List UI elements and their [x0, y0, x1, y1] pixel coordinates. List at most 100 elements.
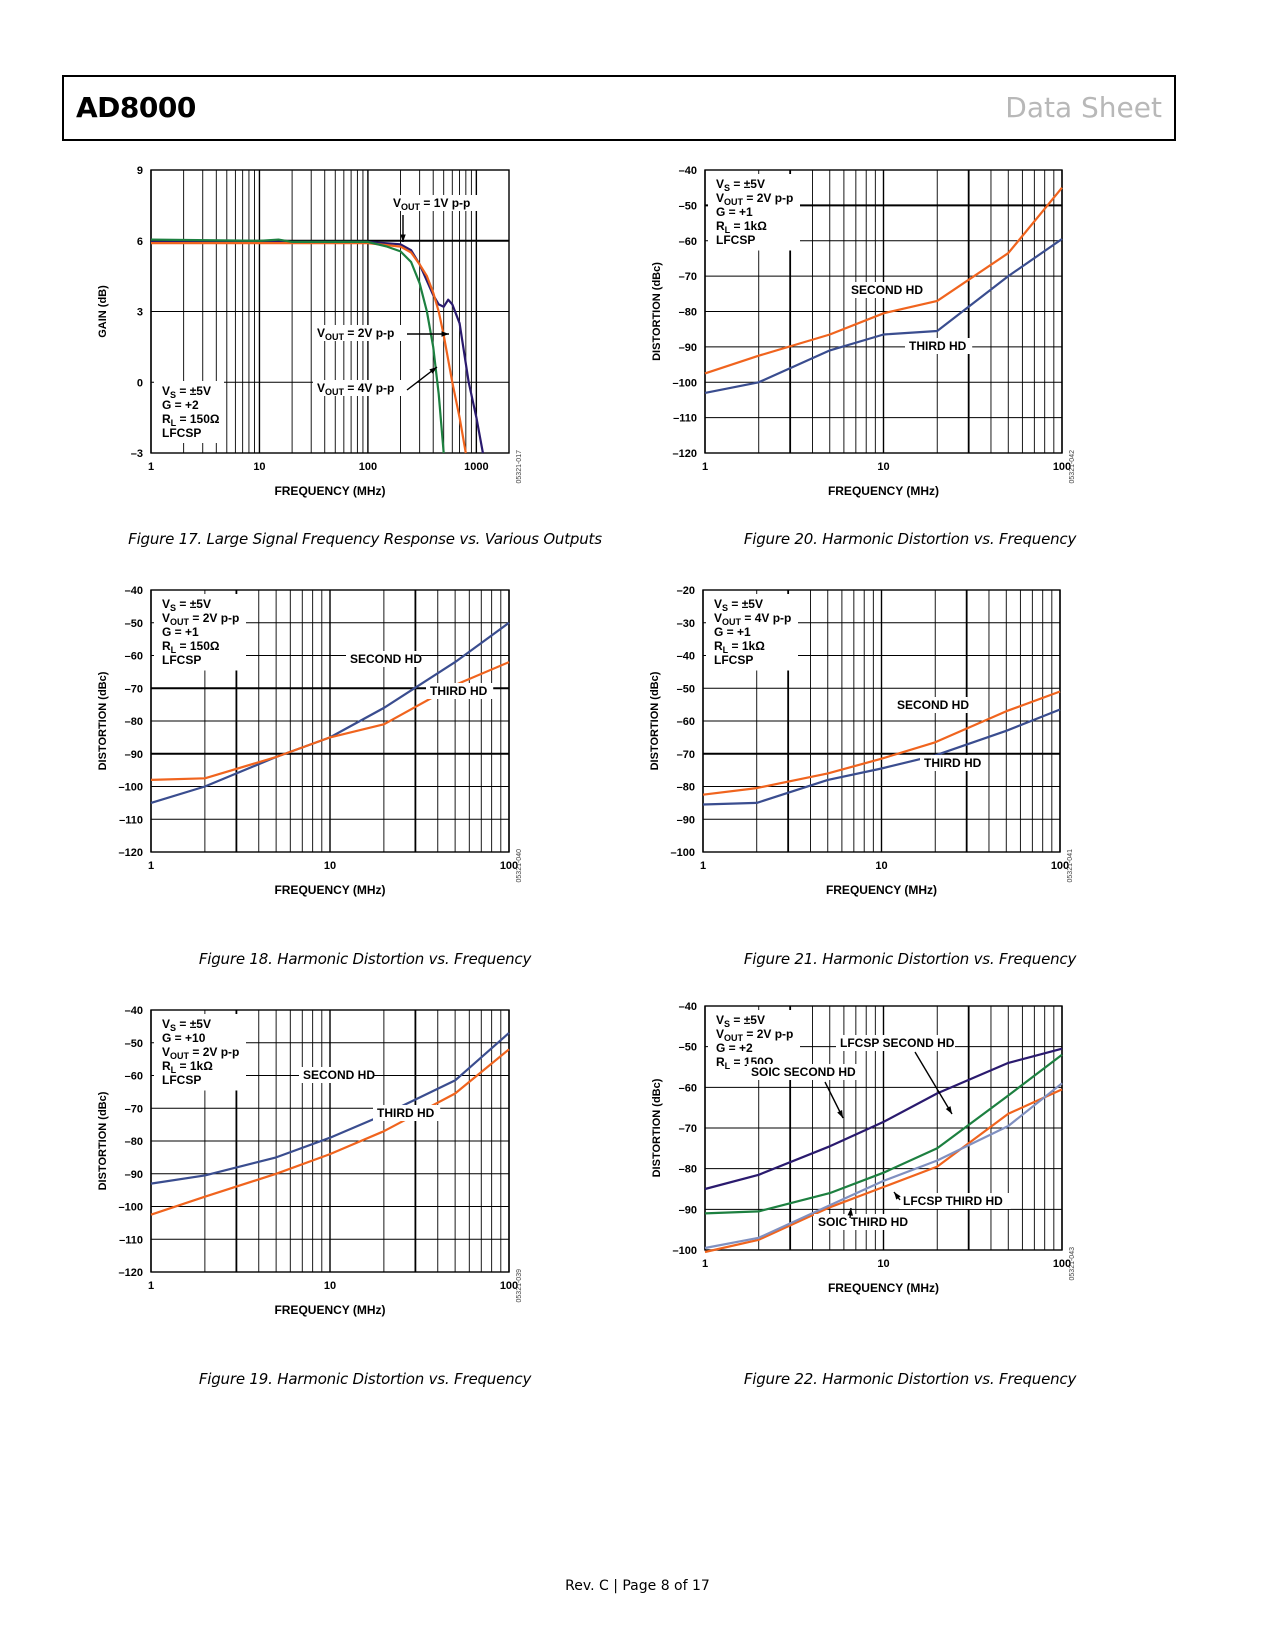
condition-text: VS = ±5V	[162, 384, 211, 400]
figure-caption: Figure 17. Large Signal Frequency Respon…	[128, 530, 602, 548]
y-tick-label: –60	[125, 1071, 143, 1083]
series-line	[704, 187, 1063, 375]
y-tick-label: –90	[679, 1204, 697, 1216]
chart-fig19: –120 –110 –100 –90 –80 –70 –60 –50 –40 1 10 100 FREQ…	[97, 1005, 523, 1317]
x-tick-label: 1	[148, 461, 154, 473]
x-axis-label: FREQUENCY (MHz)	[274, 484, 385, 498]
series-annotation: SECOND HD	[350, 652, 422, 666]
page-header: AD8000 Data Sheet	[62, 75, 1176, 141]
condition-text: LFCSP	[162, 653, 201, 667]
x-axis-label: FREQUENCY (MHz)	[826, 883, 937, 897]
series-line	[704, 1082, 1063, 1250]
condition-text: VS = ±5V	[716, 1013, 765, 1029]
x-tick-label: 10	[875, 860, 887, 872]
condition-text: RL = 150Ω	[162, 412, 220, 428]
series-line	[704, 1088, 1063, 1254]
conditions-box	[708, 1010, 800, 1072]
series-annotation: THIRD HD	[924, 756, 982, 770]
series-annotation: SECOND HD	[851, 283, 923, 297]
y-axis-label: DISTORTION (dBc)	[97, 1091, 109, 1190]
figure-code: 05321-041	[1067, 849, 1074, 883]
plot-frame	[702, 589, 1061, 853]
y-tick-label: –90	[677, 814, 695, 826]
x-axis-label: FREQUENCY (MHz)	[828, 484, 939, 498]
series-line	[704, 1053, 1063, 1215]
x-tick-label: 1	[148, 860, 154, 872]
y-tick-label: –110	[673, 413, 697, 425]
conditions-box	[706, 594, 798, 671]
series-line	[704, 1047, 1063, 1191]
chart-fig22: –100 –90 –80 –70 –60 –50 –40 1 10 100 FREQUENCY (M…	[651, 1001, 1076, 1295]
y-tick-label: 9	[137, 165, 143, 177]
y-tick-label: –3	[131, 448, 143, 460]
y-axis-label: DISTORTION (dBc)	[651, 1078, 663, 1177]
y-tick-label: 0	[137, 377, 143, 389]
y-tick-label: –100	[673, 1245, 697, 1257]
condition-text: LFCSP	[162, 426, 201, 440]
condition-text: LFCSP	[162, 1073, 201, 1087]
figure-18: –120 –110 –100 –90 –80 –70 –60 –50 –40 1 10 100 FREQ…	[85, 580, 645, 980]
series-annotation: THIRD HD	[430, 684, 488, 698]
series-annotation: VOUT = 2V p-p	[317, 326, 394, 342]
annotation-bg	[920, 755, 988, 771]
x-axis-label: FREQUENCY (MHz)	[274, 883, 385, 897]
series-annotation: SECOND HD	[897, 698, 969, 712]
conditions-box	[154, 1014, 246, 1091]
y-tick-label: –60	[125, 651, 143, 663]
condition-text: RL = 1kΩ	[714, 639, 765, 655]
x-tick-label: 100	[359, 461, 377, 473]
series-annotation: THIRD HD	[909, 339, 967, 353]
y-tick-label: –120	[119, 1267, 143, 1279]
figure-22: –100 –90 –80 –70 –60 –50 –40 1 10 100 FREQUENCY (M…	[630, 1000, 1190, 1400]
condition-text: VOUT = 2V p-p	[162, 611, 239, 627]
chart-fig17: –3 0 3 6 9 1 10 100 1000 FREQUENCY (MHz) GAIN (dB)…	[97, 165, 523, 498]
y-tick-label: –50	[679, 1042, 697, 1054]
x-tick-label: 1	[702, 461, 708, 473]
y-tick-label: –120	[119, 847, 143, 859]
condition-text: RL = 1kΩ	[162, 1059, 213, 1075]
plot-frame	[150, 589, 510, 853]
condition-text: RL = 150Ω	[162, 639, 220, 655]
y-tick-label: –60	[679, 1082, 697, 1094]
y-tick-label: –90	[679, 342, 697, 354]
condition-text: G = +2	[716, 1041, 753, 1055]
figure-caption: Figure 22. Harmonic Distortion vs. Frequ…	[743, 1370, 1077, 1388]
figure-code: 05321-042	[1069, 450, 1076, 484]
series-annotation: VOUT = 4V p-p	[317, 381, 394, 397]
figure-21: –100 –90 –80 –70 –60 –50 –40 –30 –20 1 10 100 FREQUE…	[630, 580, 1190, 980]
series-line	[150, 238, 445, 454]
x-tick-label: 1	[702, 1258, 708, 1270]
series-annotation: LFCSP THIRD HD	[903, 1194, 1003, 1208]
arrow-head	[945, 1106, 952, 1114]
arrow-head	[847, 1208, 853, 1216]
chart-fig20: –120 –110 –100 –90 –80 –70 –60 –50 –40 1 10 100 FREQ…	[651, 165, 1076, 498]
annotation-bg	[313, 380, 418, 396]
y-tick-label: –50	[677, 683, 695, 695]
condition-text: VOUT = 2V p-p	[162, 1045, 239, 1061]
series-annotation: SECOND HD	[303, 1068, 375, 1082]
series-annotation: SOIC THIRD HD	[818, 1215, 908, 1229]
y-axis-label: GAIN (dB)	[97, 285, 109, 338]
y-tick-label: 3	[137, 307, 143, 319]
y-tick-label: –50	[125, 618, 143, 630]
y-tick-label: –110	[119, 1234, 143, 1246]
condition-text: VS = ±5V	[714, 597, 763, 613]
figure-17: –3 0 3 6 9 1 10 100 1000 FREQUENCY (MHz) GAIN (dB)…	[85, 160, 645, 560]
page-footer: Rev. C | Page 8 of 17	[565, 1578, 710, 1594]
x-tick-label: 100	[500, 1280, 518, 1292]
plot-frame	[150, 1009, 510, 1273]
condition-text: VOUT = 4V p-p	[714, 611, 791, 627]
y-tick-label: –110	[119, 814, 143, 826]
x-tick-label: 100	[500, 860, 518, 872]
conditions-box	[154, 381, 224, 443]
condition-text: VS = ±5V	[716, 177, 765, 193]
y-tick-label: –80	[125, 1136, 143, 1148]
y-tick-label: –80	[679, 1164, 697, 1176]
arrow-head	[837, 1110, 843, 1118]
condition-text: VS = ±5V	[162, 1017, 211, 1033]
condition-text: RL = 1kΩ	[716, 219, 767, 235]
y-axis-label: DISTORTION (dBc)	[649, 671, 661, 770]
y-tick-label: –120	[673, 448, 697, 460]
y-tick-label: –100	[673, 377, 697, 389]
series-line	[702, 708, 1061, 806]
